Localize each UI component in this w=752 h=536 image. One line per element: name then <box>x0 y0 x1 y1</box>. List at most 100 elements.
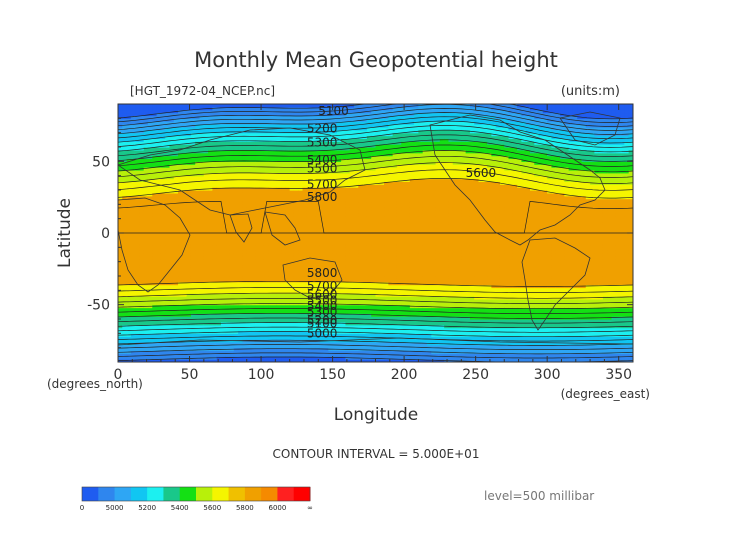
band-cell <box>345 210 351 214</box>
band-cell <box>306 250 312 254</box>
band-cell <box>152 204 158 208</box>
band-cell <box>225 344 231 349</box>
band-cell <box>336 356 342 360</box>
band-cell <box>130 155 136 160</box>
band-cell <box>139 261 145 266</box>
band-cell <box>126 104 132 108</box>
band-cell <box>332 298 338 303</box>
band-cell <box>272 310 278 314</box>
band-cell <box>169 356 175 360</box>
band-cell <box>122 207 128 211</box>
band-cell <box>152 310 158 314</box>
band-cell <box>293 135 299 139</box>
band-cell <box>276 313 282 317</box>
band-cell <box>238 172 244 177</box>
band-cell <box>328 118 334 122</box>
band-cell <box>203 121 209 125</box>
band-cell <box>152 187 158 191</box>
band-cell <box>238 321 244 326</box>
band-cell <box>160 304 166 309</box>
band-cell <box>336 230 342 234</box>
band-cell <box>306 319 312 323</box>
band-cell <box>281 244 286 248</box>
band-cell <box>332 175 338 180</box>
band-cell <box>208 129 214 134</box>
band-cell <box>182 344 188 349</box>
band-cell <box>152 235 158 240</box>
band-cell <box>208 204 214 208</box>
band-cell <box>195 296 201 300</box>
band-cell <box>178 241 183 246</box>
band-cell <box>221 192 226 197</box>
band-cell <box>336 359 342 362</box>
band-cell <box>186 253 192 257</box>
band-cell <box>268 132 274 137</box>
band-cell <box>233 152 239 157</box>
band-cell <box>122 129 128 134</box>
band-cell <box>324 227 329 231</box>
band-cell <box>336 324 342 329</box>
band-cell <box>126 293 132 297</box>
band-cell <box>302 175 308 180</box>
band-cell <box>276 336 282 340</box>
band-cell <box>315 247 321 251</box>
band-cell <box>268 304 274 309</box>
band-cell <box>285 152 291 157</box>
band-cell <box>298 278 304 283</box>
band-cell <box>156 310 162 314</box>
band-cell <box>276 169 282 174</box>
band-cell <box>263 341 269 346</box>
band-cell <box>259 149 265 154</box>
band-cell <box>199 106 205 111</box>
band-cell <box>152 258 158 263</box>
band-cell <box>221 227 226 231</box>
band-cell <box>324 190 329 194</box>
band-cell <box>178 253 183 257</box>
band-cell <box>242 310 248 314</box>
band-cell <box>289 290 295 294</box>
band-cell <box>169 307 175 311</box>
band-cell <box>152 155 158 160</box>
band-cell <box>242 247 248 251</box>
band-cell <box>148 215 153 220</box>
band-cell <box>242 298 248 303</box>
band-cell <box>122 250 128 254</box>
band-cell <box>276 273 282 277</box>
band-cell <box>178 267 183 271</box>
band-cell <box>311 164 317 168</box>
band-cell <box>251 175 256 180</box>
band-cell <box>298 212 304 217</box>
band-cell <box>306 290 312 294</box>
band-cell <box>160 172 166 177</box>
band-cell <box>345 253 351 257</box>
band-cell <box>246 344 252 349</box>
band-cell <box>281 164 286 168</box>
band-cell <box>178 190 183 194</box>
band-cell <box>186 255 192 260</box>
band-cell <box>345 184 351 188</box>
band-cell <box>281 250 286 254</box>
band-cell <box>156 104 162 108</box>
band-cell <box>319 135 325 139</box>
band-cell <box>259 281 265 286</box>
band-cell <box>251 218 256 223</box>
band-cell <box>242 304 248 309</box>
band-cell <box>135 273 141 277</box>
band-cell <box>229 241 235 246</box>
band-cell <box>233 341 239 346</box>
band-cell <box>332 267 338 271</box>
band-cell <box>190 132 196 137</box>
band-cell <box>311 267 317 271</box>
band-cell <box>336 181 342 185</box>
band-cell <box>341 264 347 268</box>
band-cell <box>246 104 252 108</box>
band-cell <box>225 135 231 139</box>
band-cell <box>199 192 205 197</box>
band-cell <box>238 169 244 174</box>
band-cell <box>165 129 171 134</box>
band-cell <box>152 247 158 251</box>
band-cell <box>315 118 321 122</box>
band-cell <box>289 287 295 291</box>
band-cell <box>169 141 175 145</box>
band-cell <box>341 172 347 177</box>
